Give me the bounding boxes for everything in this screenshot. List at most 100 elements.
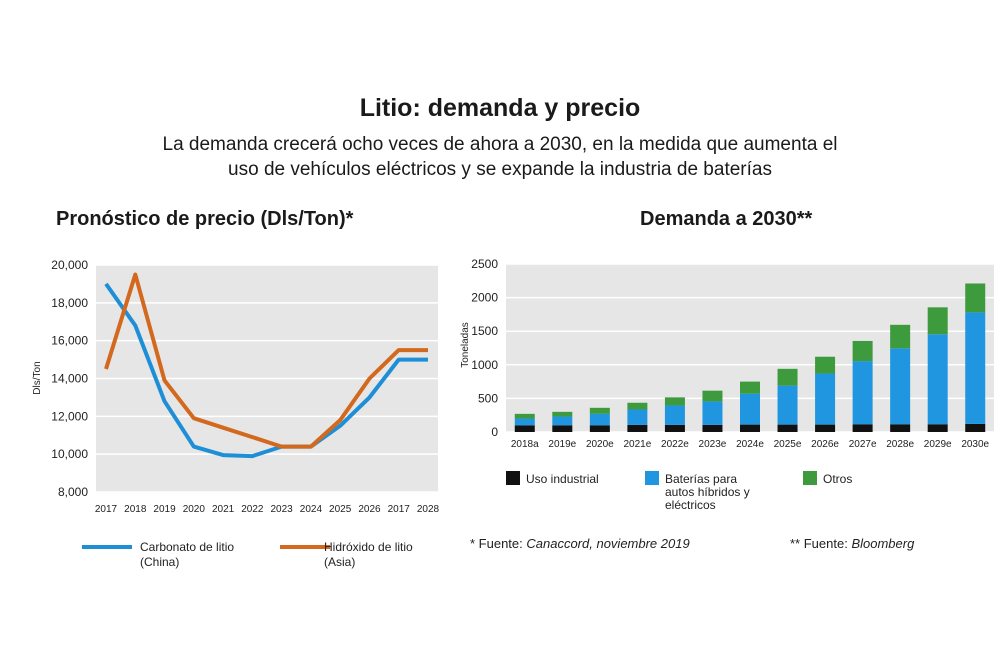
otros-bar [965,283,986,313]
otros-bar [927,307,948,335]
otros-bar [852,340,873,362]
source-left-name: Canaccord, noviembre 2019 [526,536,690,551]
uso-industrial-bar [740,424,760,432]
price-legend-label: Hidróxido de litio [324,540,413,554]
demand-x-tick-label: 2026e [811,439,839,450]
demand-legend-label: eléctricos [665,498,716,512]
demand-x-tick-label: 2020e [586,439,614,450]
demand-x-tick-label: 2021e [623,439,651,450]
price-y-tick-label: 16,000 [51,334,88,348]
demand-y-tick-label: 2500 [471,257,498,271]
price-x-tick-label: 2021 [212,504,235,515]
page-subtitle: La demanda crecerá ocho veces de ahora a… [70,132,930,182]
otros-bar [552,411,573,417]
demand-y-axis-label: Toneladas [460,322,471,368]
price-x-tick-label: 2026 [358,504,381,515]
baterias-bar [852,361,873,425]
demand-y-tick-label: 1000 [471,358,498,372]
subtitle-line-2: uso de vehículos eléctricos y se expande… [228,159,772,180]
price-y-tick-label: 8,000 [58,485,88,499]
price-x-tick-label: 2020 [183,504,206,515]
uso-industrial-bar [965,423,986,432]
baterias-bar [702,401,723,425]
baterias-bar [589,413,610,426]
otros-bar [702,390,723,402]
price-y-tick-label: 14,000 [51,372,88,386]
otros-bar [777,368,798,386]
demand-x-tick-label: 2028e [886,439,914,450]
demand-legend-label: autos híbridos y [665,485,750,499]
demand-legend-label: Uso industrial [526,472,599,486]
price-x-tick-label: 2017 [95,504,118,515]
baterias-bar [965,312,986,424]
price-x-tick-label: 2018 [124,504,147,515]
demand-x-tick-label: 2027e [849,439,877,450]
demand-y-tick-label: 500 [478,391,498,405]
source-right-name: Bloomberg [851,536,915,551]
demand-x-tick-label: 2029e [924,439,952,450]
baterias-bar [777,385,798,425]
baterias-bar [890,348,911,425]
demand-legend-swatch [506,471,520,485]
uso-industrial-bar [927,424,948,432]
source-left-prefix: * Fuente: [470,536,527,551]
otros-bar [890,324,911,349]
baterias-bar [740,393,760,425]
price-x-tick-label: 2023 [271,504,294,515]
baterias-bar [664,405,685,425]
demand-x-tick-label: 2030e [961,439,989,450]
price-legend-label: (China) [140,555,179,569]
demand-x-tick-label: 2024e [736,439,764,450]
demand-legend-label: Otros [823,472,852,486]
price-y-tick-label: 10,000 [51,447,88,461]
source-left: * Fuente: Canaccord, noviembre 2019 [470,536,690,551]
price-x-tick-label: 2024 [300,504,323,515]
price-x-tick-label: 2022 [241,504,264,515]
price-x-tick-label: 2019 [153,504,176,515]
otros-bar [514,413,535,419]
baterias-bar [627,409,648,425]
uso-industrial-bar [664,424,685,432]
otros-bar [740,381,760,394]
price-y-tick-label: 18,000 [51,296,88,310]
demand-y-tick-label: 2000 [471,291,498,305]
price-legend-label: Carbonato de litio [140,540,234,554]
price-y-axis-label: Dls/Ton [32,361,43,394]
source-right: ** Fuente: Bloomberg [790,536,914,551]
page-title: Litio: demanda y precio [359,94,641,122]
uso-industrial-bar [815,424,836,432]
otros-bar [627,402,648,410]
uso-industrial-bar [627,424,648,432]
baterias-bar [815,373,836,425]
price-chart-title: Pronóstico de precio (Dls/Ton)* [56,208,354,230]
demand-y-tick-label: 1500 [471,324,498,338]
baterias-bar [514,418,535,426]
price-y-tick-label: 12,000 [51,409,88,423]
uso-industrial-bar [890,424,911,432]
uso-industrial-bar [552,425,573,432]
demand-chart-title: Demanda a 2030** [640,208,813,230]
demand-y-tick-label: 0 [491,425,498,439]
demand-x-tick-label: 2025e [774,439,802,450]
price-x-tick-label: 2028 [417,504,440,515]
demand-legend-label: Baterías para [665,472,737,486]
carbonato-line [104,282,428,459]
uso-industrial-bar [589,425,610,432]
demand-legend-swatch [645,471,659,485]
otros-bar [664,397,685,406]
uso-industrial-bar [777,424,798,432]
demand-x-tick-label: 2022e [661,439,689,450]
uso-industrial-bar [514,425,535,432]
price-y-tick-label: 20,000 [51,258,88,272]
demand-x-tick-label: 2019e [548,439,576,450]
uso-industrial-bar [702,424,723,432]
baterias-bar [552,416,573,426]
price-x-tick-label: 2017 [388,504,411,515]
otros-bar [815,356,836,374]
hidroxido-line [104,272,428,449]
price-x-tick-label: 2025 [329,504,352,515]
baterias-bar [927,334,948,425]
price-legend-label: (Asia) [324,555,355,569]
subtitle-line-1: La demanda crecerá ocho veces de ahora a… [162,134,838,155]
